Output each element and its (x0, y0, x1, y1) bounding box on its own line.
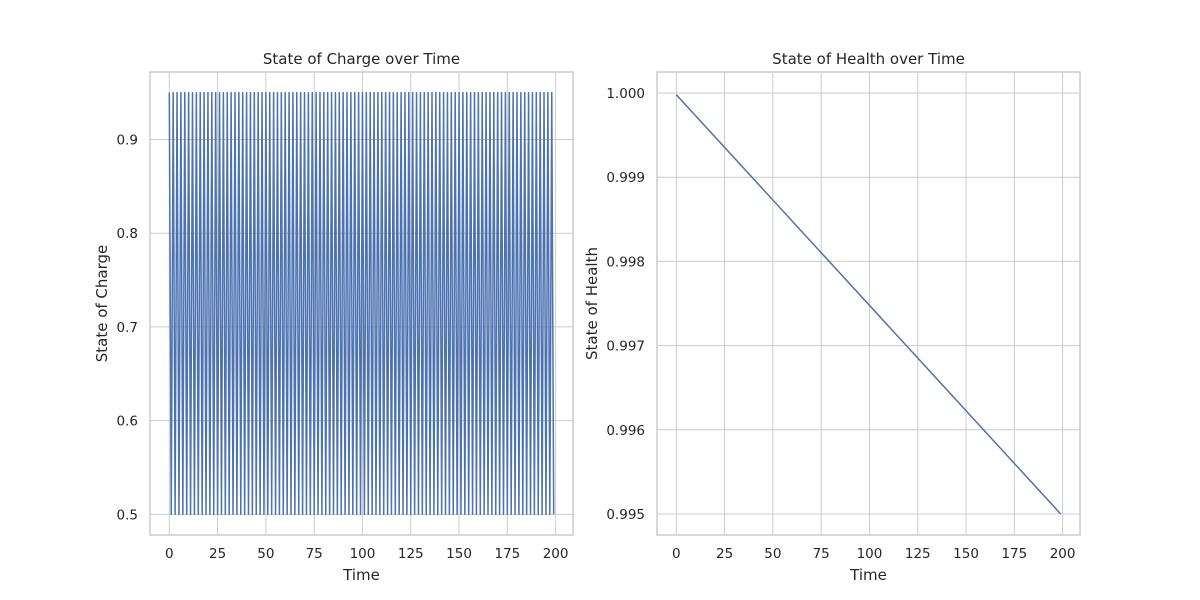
soc-chart: 0 25 50 75 100 125 150 175 200 0.5 0.6 0.7 0.8 0.9 Sta… (93, 50, 574, 584)
soc-y-tick-label: 0.7 (117, 320, 138, 336)
soc-title: State of Charge over Time (263, 50, 460, 68)
soc-y-tick-label: 0.8 (117, 226, 138, 242)
soc-x-tick-label: 75 (306, 546, 323, 562)
soc-x-tick-label: 125 (398, 546, 424, 562)
soh-x-tick-label: 25 (716, 546, 733, 562)
soc-y-axis-label: State of Charge (93, 245, 111, 363)
soc-series-line (168, 91, 555, 516)
soc-x-tick-label: 200 (543, 546, 569, 562)
soh-y-axis-label: State of Health (583, 247, 601, 360)
soh-y-tick-label: 0.997 (606, 339, 645, 355)
soh-x-tick-label: 200 (1050, 546, 1076, 562)
soh-y-tick-label: 0.995 (606, 507, 645, 523)
soh-x-tick-label: 150 (953, 546, 979, 562)
soc-x-axis-label: Time (342, 566, 380, 584)
soc-x-tick-label: 100 (350, 546, 376, 562)
soh-y-tick-label: 0.998 (606, 254, 645, 270)
soc-y-tick-label: 0.5 (117, 507, 138, 523)
soh-title: State of Health over Time (772, 50, 965, 68)
soh-x-tick-label: 75 (813, 546, 830, 562)
soh-y-tick-label: 0.996 (606, 423, 645, 439)
soh-x-axis-label: Time (849, 566, 887, 584)
soh-axes-frame (656, 71, 1081, 536)
soh-x-tick-label: 0 (672, 546, 681, 562)
soc-axes-frame (149, 71, 574, 536)
soc-x-tick-label: 175 (494, 546, 520, 562)
soh-chart: 0 25 50 75 100 125 150 175 200 0.995 0.996 0.997 0.9… (583, 50, 1081, 584)
soh-x-tick-label: 125 (905, 546, 931, 562)
soh-x-tick-label: 50 (764, 546, 781, 562)
soh-y-tick-label: 1.000 (606, 86, 645, 102)
soh-x-tick-label: 175 (1001, 546, 1027, 562)
soh-y-tick-label: 0.999 (606, 170, 645, 186)
soc-x-tick-label: 50 (257, 546, 274, 562)
soc-x-tick-label: 150 (446, 546, 472, 562)
soc-x-tick-label: 0 (165, 546, 174, 562)
soc-y-tick-label: 0.9 (117, 132, 138, 148)
soh-x-tick-label: 100 (857, 546, 883, 562)
soc-y-tick-label: 0.6 (117, 414, 138, 430)
soc-x-tick-label: 25 (209, 546, 226, 562)
soh-series-line (675, 94, 1062, 515)
